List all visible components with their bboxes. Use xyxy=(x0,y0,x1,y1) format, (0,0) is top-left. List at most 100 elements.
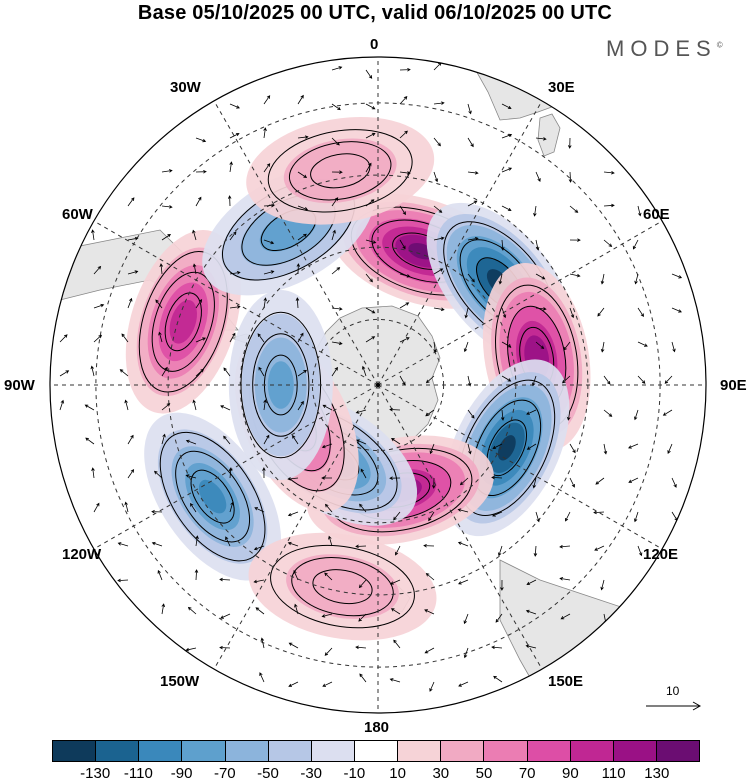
wind-arrow xyxy=(664,375,673,384)
wind-arrow xyxy=(399,95,408,105)
wind-arrow xyxy=(288,642,299,649)
wind-arrow xyxy=(185,439,197,445)
wind-arrow xyxy=(491,475,503,480)
wind-arrow xyxy=(127,236,139,241)
wind-arrow xyxy=(297,205,309,211)
wind-arrow xyxy=(355,409,367,414)
wind-arrow xyxy=(399,337,410,343)
colorbar-box xyxy=(96,741,140,761)
wind-arrow xyxy=(457,541,469,547)
wind-arrow xyxy=(223,367,231,377)
wind-arrow xyxy=(93,303,105,309)
colorbar-tick: 30 xyxy=(432,765,450,782)
wind-arrow xyxy=(433,171,439,183)
wind-arrow xyxy=(155,299,163,309)
wind-arrow xyxy=(263,399,267,411)
wind-arrow xyxy=(355,544,367,549)
brand-logo: MODES© xyxy=(606,36,723,62)
wind-arrow xyxy=(424,609,435,615)
wind-arrow xyxy=(467,443,472,455)
colorbar-tick: 50 xyxy=(475,765,493,782)
wind-arrow xyxy=(229,103,240,109)
wind-arrow xyxy=(253,545,265,551)
wind-arrow xyxy=(492,443,503,449)
wind-arrow xyxy=(187,606,197,615)
colorbar-tick: -130 xyxy=(80,765,111,782)
wind-arrow xyxy=(566,409,571,421)
wind-arrow xyxy=(365,199,375,207)
wind-arrow xyxy=(500,579,504,591)
colorbar-box xyxy=(225,741,269,761)
wind-arrow xyxy=(59,334,68,343)
colorbar-tick: -50 xyxy=(257,765,279,782)
wind-arrow xyxy=(263,95,271,105)
wind-arrow xyxy=(127,469,135,479)
wind-arrow xyxy=(365,239,377,244)
wind-arrow xyxy=(662,409,673,416)
wind-arrow xyxy=(389,678,401,683)
wind-arrow xyxy=(633,511,639,523)
colorbar-tick: 10 xyxy=(389,765,406,782)
wind-arrow xyxy=(458,681,469,687)
wind-arrow xyxy=(431,477,436,489)
wind-arrow xyxy=(429,443,435,455)
wind-arrow xyxy=(258,366,265,377)
wind-arrow xyxy=(259,672,265,683)
wind-arrow xyxy=(119,369,129,377)
wind-arrow xyxy=(632,239,639,250)
wind-arrow xyxy=(637,307,644,317)
wind-arrow xyxy=(359,673,367,683)
wind-arrow xyxy=(161,169,173,173)
colorbar-box xyxy=(139,741,183,761)
wind-arrow xyxy=(263,434,270,445)
wind-arrow xyxy=(93,265,102,275)
wind-arrow xyxy=(331,103,341,111)
wind-arrow xyxy=(526,409,537,415)
wind-arrow xyxy=(637,375,646,384)
wind-arrow xyxy=(603,239,613,248)
wind-arrow xyxy=(501,133,513,139)
wind-arrow xyxy=(535,307,547,311)
wind-arrow xyxy=(195,170,207,174)
wind-arrow xyxy=(389,407,401,412)
colorbar-box xyxy=(311,741,355,761)
wind-arrow xyxy=(390,579,401,585)
wind-arrow xyxy=(331,229,336,241)
wind-arrow xyxy=(467,375,472,387)
wind-arrow xyxy=(297,171,308,178)
wind-arrow xyxy=(671,341,676,353)
wind-arrow xyxy=(263,297,267,309)
colorbar-box xyxy=(441,741,485,761)
wind-arrow xyxy=(151,541,163,547)
label-0: 0 xyxy=(370,36,379,53)
wind-arrow xyxy=(399,239,406,250)
wind-arrow xyxy=(467,409,475,419)
label-60w: 60W xyxy=(62,206,93,223)
wind-arrow xyxy=(569,443,576,454)
reference-vector-label: 10 xyxy=(666,684,680,698)
wind-arrow xyxy=(192,263,197,275)
positive-anomaly xyxy=(248,532,437,641)
wind-arrow xyxy=(501,375,512,382)
wind-arrow xyxy=(365,162,372,173)
wind-arrow xyxy=(569,477,575,488)
wind-arrow xyxy=(501,103,512,109)
wind-arrow xyxy=(634,273,639,285)
wind-arrow xyxy=(423,543,435,548)
wind-arrow xyxy=(459,477,469,486)
wind-arrow xyxy=(127,197,135,207)
meridian-line xyxy=(213,100,379,386)
wind-arrow xyxy=(229,231,237,241)
wind-arrow xyxy=(467,103,472,115)
wind-arrow xyxy=(467,137,474,148)
wind-arrow xyxy=(127,270,139,275)
wind-arrow xyxy=(356,439,367,445)
map-title: Base 05/10/2025 00 UTC, valid 06/10/2025… xyxy=(137,2,613,24)
wind-arrow xyxy=(559,577,571,581)
wind-arrow xyxy=(84,404,95,411)
wind-arrow xyxy=(225,536,231,547)
streamline xyxy=(151,271,215,372)
wind-arrow xyxy=(498,273,503,285)
wind-arrow xyxy=(393,511,401,521)
wind-arrow xyxy=(296,263,301,275)
